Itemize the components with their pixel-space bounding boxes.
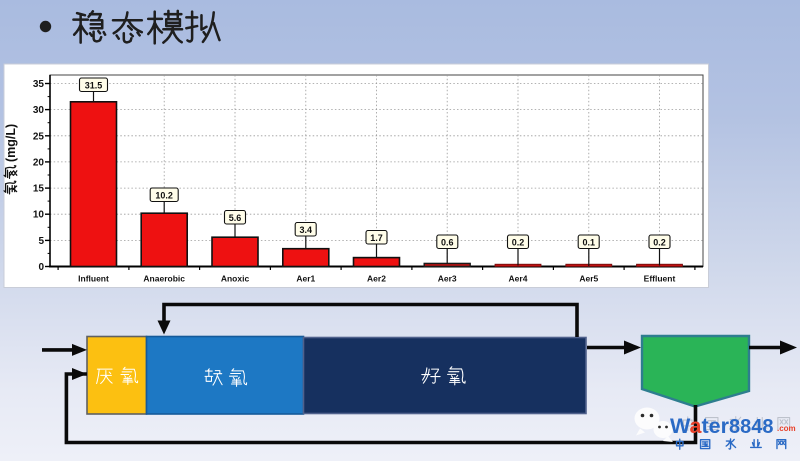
svg-text:10: 10 [33,210,45,221]
svg-text:5: 5 [38,236,44,247]
svg-text:Aer2: Aer2 [367,274,386,284]
svg-text:Aer3: Aer3 [438,274,457,284]
svg-text:3.4: 3.4 [300,225,313,235]
svg-text:Water8848: Water8848 [670,414,773,438]
svg-text:30: 30 [33,105,45,116]
svg-text:15: 15 [33,184,45,195]
svg-text:25: 25 [33,131,45,142]
svg-text:20: 20 [33,157,45,168]
svg-text:35: 35 [33,79,45,90]
svg-text:0.2: 0.2 [512,237,525,247]
svg-text:5.6: 5.6 [229,213,242,223]
svg-text:Aer4: Aer4 [509,274,528,284]
svg-text:Anoxic: Anoxic [221,274,250,284]
svg-text:Anaerobic: Anaerobic [143,274,185,284]
svg-text:0.6: 0.6 [441,237,454,247]
svg-text:Effluent: Effluent [644,274,676,284]
svg-text:31.5: 31.5 [85,80,103,90]
svg-text:1.7: 1.7 [370,233,383,243]
svg-text:0: 0 [38,262,44,273]
svg-text:0.2: 0.2 [653,237,666,247]
svg-text:10.2: 10.2 [155,190,173,200]
svg-text:Aer1: Aer1 [296,274,315,284]
svg-text:.com: .com [777,424,796,433]
svg-text:(mg/L): (mg/L) [4,124,18,162]
svg-text:0.1: 0.1 [583,237,596,247]
svg-text:Aer5: Aer5 [579,274,598,284]
svg-text:Influent: Influent [78,274,109,284]
